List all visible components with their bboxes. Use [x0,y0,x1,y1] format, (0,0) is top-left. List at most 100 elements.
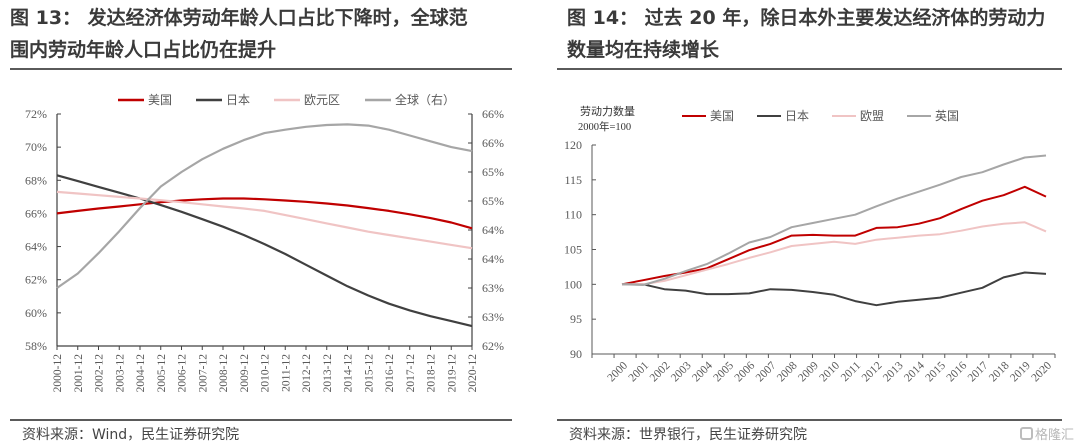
right-y-tick-label: 65% [482,165,504,179]
figure-14-chart: 9095100105110115120200020012002200320042… [564,105,1056,384]
series-line-us [621,185,1047,286]
figure-14-bottom-rule [557,419,1062,421]
y-tick-label: 115 [564,173,582,187]
y-tick-label: 120 [564,138,582,152]
left-y-tick-label: 62% [25,273,47,287]
y-tick-label: 110 [564,208,582,222]
series-line-japan [56,174,473,328]
x-tick-label: 2013 [881,359,906,384]
x-tick-label: 2009-12 [239,354,251,393]
series-line-global [56,123,473,289]
legend-label-japan: 日本 [785,109,809,123]
left-y-tick-label: 60% [25,306,47,320]
left-y-tick-label: 70% [25,140,47,154]
right-y-tick-label: 64% [482,223,504,237]
x-tick-label: 2018 [987,359,1012,384]
left-y-tick-label: 66% [25,206,47,220]
x-tick-label: 2000 [605,359,630,384]
x-tick-label: 2020-12 [467,354,479,393]
x-tick-label: 2013-12 [322,354,334,393]
left-y-tick-label: 64% [25,240,47,254]
x-tick-label: 2016 [945,359,970,384]
x-tick-label: 2010 [817,359,842,384]
x-tick-label: 2012-12 [301,354,313,393]
right-y-tick-label: 66% [482,107,504,121]
x-tick-label: 2016-12 [384,354,396,393]
left-y-tick-label: 58% [25,339,47,353]
figure-14-source: 资料来源：世界银行，民生证券研究院 [569,427,807,443]
figure-14-title-line2: 数量均在持续增长 [567,39,720,61]
x-tick-label: 2002 [648,359,673,384]
x-tick-label: 2000-12 [52,354,64,393]
series-line-euro [56,190,473,250]
legend-label-us: 美国 [710,109,734,123]
x-tick-label: 2004 [690,359,715,384]
x-tick-label: 2012 [860,359,885,384]
y-tick-label: 100 [564,277,582,291]
x-tick-label: 2007 [754,359,779,384]
legend-label-global: 全球（右） [395,92,455,107]
x-tick-label: 2011-12 [280,354,292,392]
x-tick-label: 2003-12 [114,354,126,393]
x-tick-label: 2017-12 [405,354,417,393]
x-tick-label: 2006 [733,359,758,384]
legend-label-japan: 日本 [226,93,250,107]
figure-13-bottom-rule [10,419,512,421]
figure-14-top-rule [557,68,1062,70]
x-tick-label: 2017 [966,359,991,384]
right-y-tick-label: 62% [482,339,504,353]
figure-13-title-line1: 图 13： 发达经济体劳动年龄人口占比下降时，全球范 [10,7,468,29]
figure-13-top-rule [10,68,512,70]
x-tick-label: 2001 [627,359,652,384]
figure-13-chart: 58% 60% 62% 64% 66% 68% 70% 72% 62% 63% 63% 64% 64% 6… [25,92,504,393]
x-tick-label: 2014 [902,359,927,384]
x-tick-label: 2009 [796,359,821,384]
y-tick-label: 90 [570,347,582,361]
right-y-tick-label: 66% [482,136,504,150]
x-tick-label: 2010-12 [260,354,272,393]
series-line-us [56,197,473,230]
x-tick-label: 2004-12 [135,354,147,393]
y-axis-subtitle: 2000年=100 [578,120,631,133]
watermark-logo-icon [1019,427,1033,440]
figure-13-source: 资料来源：Wind，民生证券研究院 [22,427,240,443]
series-line-japan [622,271,1047,307]
legend-label-global: 英国 [935,109,959,123]
legend-label-us: 美国 [148,93,172,107]
x-tick-label: 2001-12 [73,354,85,393]
y-axis-title: 劳动力数量 [580,105,635,118]
x-tick-label: 2014-12 [343,354,355,393]
series-line-euro [622,221,1047,286]
x-tick-label: 2005-12 [156,354,168,393]
right-y-tick-label: 65% [482,194,504,208]
left-y-tick-label: 68% [25,173,47,187]
watermark-text: 格隆汇 [1034,428,1074,443]
x-tick-label: 2019 [1008,359,1033,384]
right-y-tick-label: 64% [482,252,504,266]
series-line-global [621,154,1047,286]
figure-14-title-line1: 图 14： 过去 20 年，除日本外主要发达经济体的劳动力 [567,7,1046,29]
x-tick-label: 2008 [775,359,800,384]
x-tick-label: 2002-12 [94,354,106,393]
figure-14-title: 图 14： 过去 20 年，除日本外主要发达经济体的劳动力 数量均在持续增长 [567,2,1077,66]
y-tick-label: 105 [564,243,582,257]
x-tick-label: 2018-12 [426,354,438,393]
x-tick-label: 2015-12 [363,354,375,393]
figure-13-title-line2: 围内劳动年龄人口占比仍在提升 [10,39,277,61]
x-tick-label: 2005 [711,359,736,384]
watermark: 格隆汇 [1019,424,1074,443]
x-tick-label: 2015 [923,359,948,384]
x-tick-label: 2007-12 [197,354,209,393]
x-tick-label: 2006-12 [177,354,189,393]
right-y-tick-label: 63% [482,281,504,295]
legend-label-euro: 欧元区 [304,93,340,107]
left-y-tick-label: 72% [25,107,47,121]
right-y-tick-label: 63% [482,310,504,324]
x-tick-label: 2019-12 [446,354,458,393]
x-tick-label: 2003 [669,359,694,384]
legend-label-euro: 欧盟 [860,109,884,123]
y-tick-label: 95 [570,312,582,326]
figure-13-title: 图 13： 发达经济体劳动年龄人口占比下降时，全球范 围内劳动年龄人口占比仍在提… [10,2,530,66]
x-tick-label: 2011 [839,359,864,384]
x-tick-label: 2008-12 [218,354,230,393]
